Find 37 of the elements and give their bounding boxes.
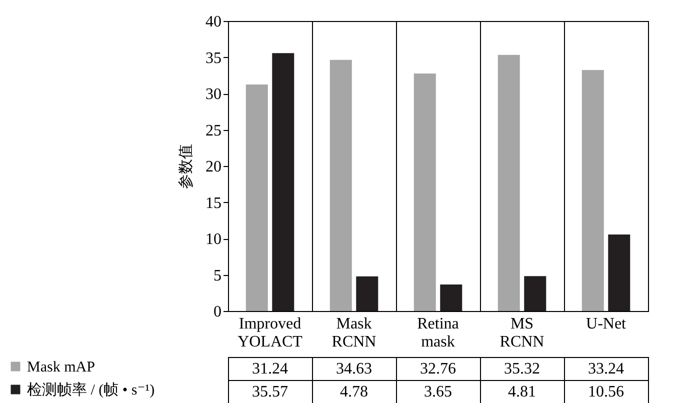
data-label: 33.24 xyxy=(588,360,624,378)
bar xyxy=(330,60,352,311)
bar xyxy=(608,234,630,311)
y-axis-title: 参数值 xyxy=(176,144,194,189)
bar xyxy=(582,70,604,311)
bar xyxy=(414,73,436,311)
bar xyxy=(498,54,520,311)
data-label: 4.78 xyxy=(340,384,368,400)
data-label: 10.56 xyxy=(588,384,624,400)
bar xyxy=(272,53,294,311)
y-tick-label: 25 xyxy=(206,122,222,140)
x-tick-label: U-Net xyxy=(586,316,627,332)
y-tick-label: 20 xyxy=(206,158,222,176)
data-label: 32.76 xyxy=(420,360,456,378)
x-tick-label: MS RCNN xyxy=(500,316,545,350)
data-label: 35.57 xyxy=(252,384,288,400)
y-tick-label: 35 xyxy=(206,50,222,67)
data-label: 35.32 xyxy=(504,360,540,378)
data-label: 31.24 xyxy=(252,360,288,378)
y-tick-label: 10 xyxy=(206,231,222,248)
data-label: 3.65 xyxy=(424,384,452,400)
data-label: 4.81 xyxy=(508,384,536,400)
y-tick-label: 30 xyxy=(206,86,222,103)
x-tick-label: Retina mask xyxy=(417,316,459,350)
y-tick-label: 15 xyxy=(206,194,222,212)
y-tick-label: 5 xyxy=(214,267,222,284)
x-tick-label: Improved YOLACT xyxy=(238,316,303,350)
bar xyxy=(246,84,268,311)
y-tick-label: 0 xyxy=(214,304,222,320)
x-tick-label: Mask RCNN xyxy=(332,316,377,350)
legend-label: 检测帧率 / (帧 • s⁻¹) xyxy=(27,382,155,398)
bar xyxy=(356,276,378,311)
legend-label: Mask mAP xyxy=(27,360,95,376)
y-tick-label: 40 xyxy=(206,14,222,30)
bar xyxy=(524,276,546,311)
bar xyxy=(440,284,462,311)
data-label: 34.63 xyxy=(336,360,372,378)
